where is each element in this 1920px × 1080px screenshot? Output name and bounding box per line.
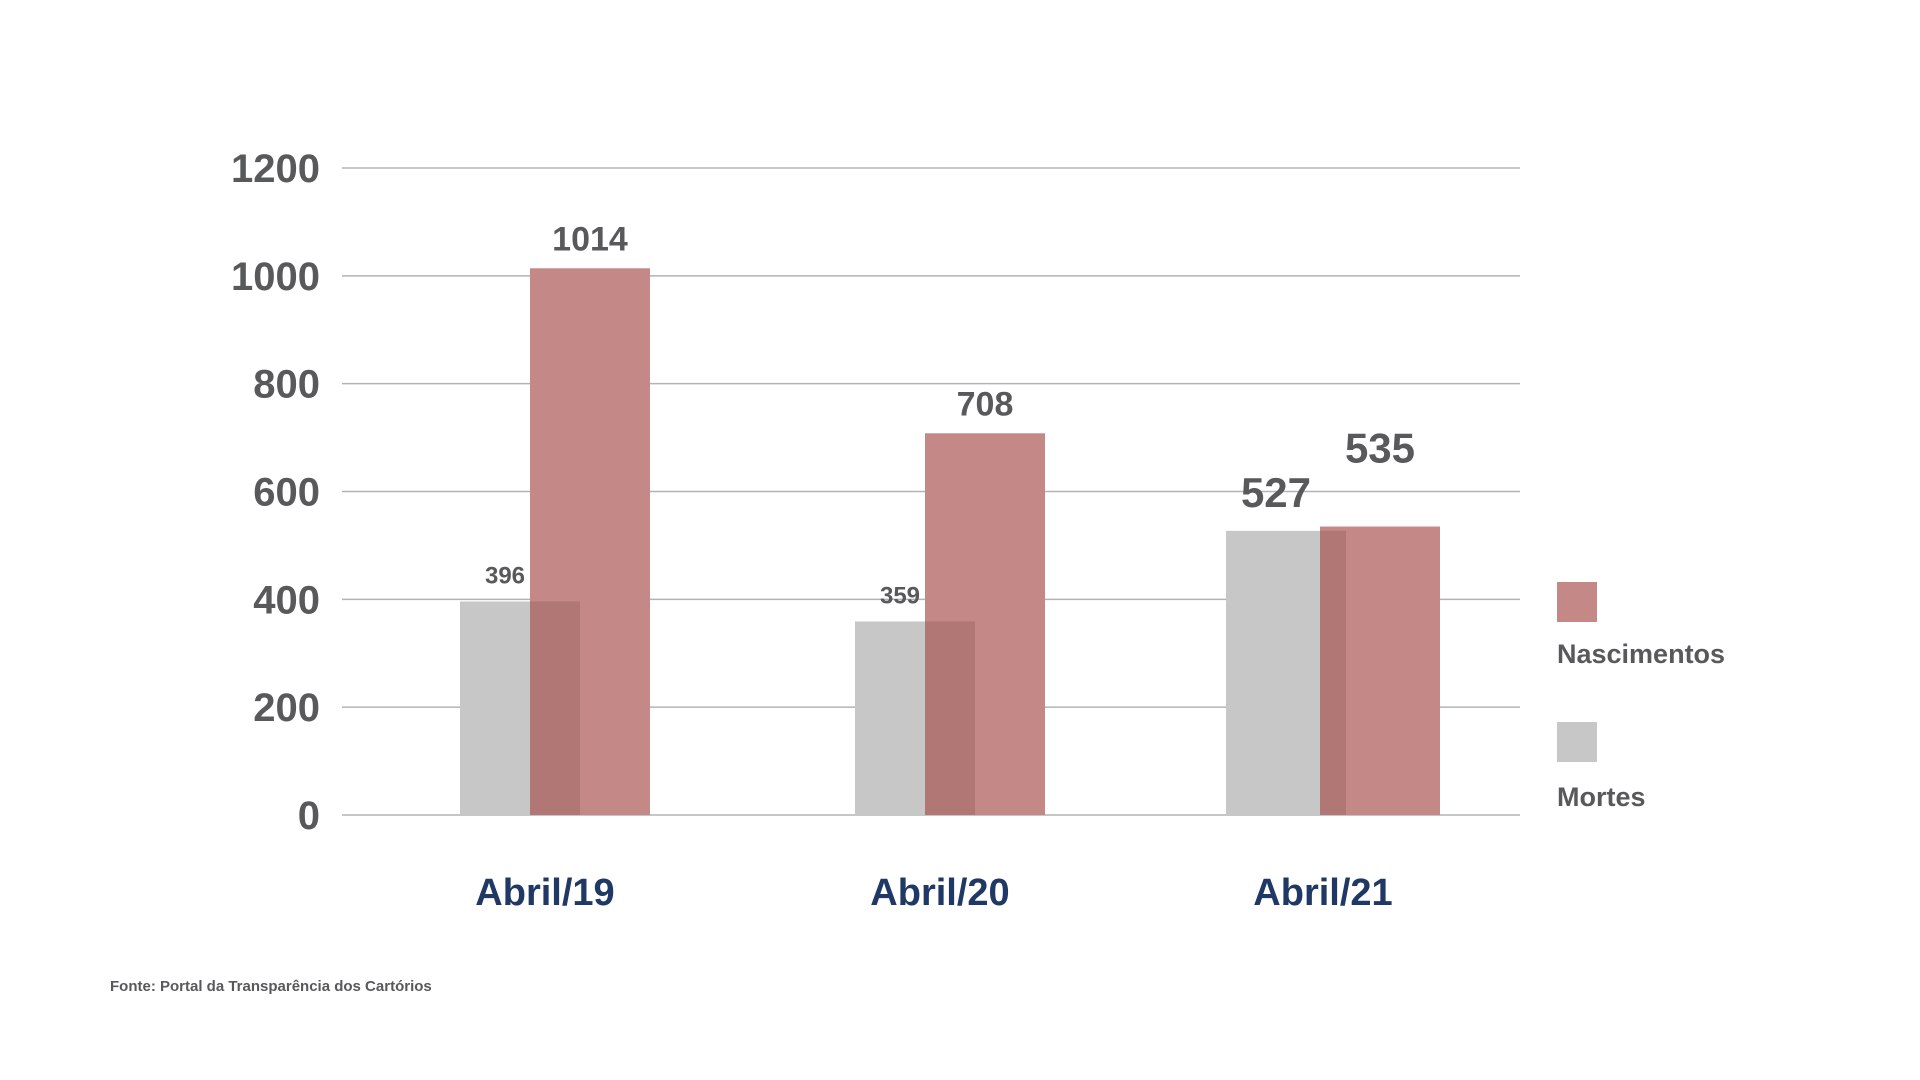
legend-label: Nascimentos (1557, 639, 1725, 669)
y-tick-label: 400 (253, 578, 320, 622)
y-tick-label: 1000 (231, 255, 320, 299)
x-category-label: Abril/21 (1253, 872, 1392, 914)
y-tick-label: 800 (253, 363, 320, 407)
bar-overlap (1320, 530, 1346, 815)
x-category-label: Abril/20 (870, 872, 1009, 914)
y-tick-label: 0 (298, 794, 320, 838)
data-label-nascimentos: 535 (1345, 425, 1415, 472)
x-axis-categories: Abril/19 Abril/20 Abril/21 (475, 872, 1392, 914)
legend-swatch (1557, 722, 1597, 762)
data-label-mortes: 396 (485, 562, 525, 589)
y-tick-label: 200 (253, 686, 320, 730)
legend: Nascimentos Mortes (1557, 582, 1725, 812)
data-label-mortes: 359 (880, 582, 920, 609)
source-note: Fonte: Portal da Transparência dos Cartó… (110, 978, 432, 995)
legend-swatch (1557, 582, 1597, 622)
bars (460, 268, 1440, 815)
bar-overlap (925, 621, 975, 815)
y-tick-label: 1200 (231, 147, 320, 191)
y-tick-label: 600 (253, 471, 320, 515)
data-label-mortes: 527 (1241, 469, 1311, 516)
legend-label: Mortes (1557, 782, 1646, 812)
x-category-label: Abril/19 (475, 872, 614, 914)
data-labels: 396 1014 359 708 527 535 (485, 220, 1415, 609)
bar-overlap (530, 601, 580, 815)
y-axis-ticks: 0 200 400 600 800 1000 1200 (231, 147, 320, 838)
data-label-nascimentos: 708 (957, 385, 1014, 423)
data-label-nascimentos: 1014 (552, 220, 628, 258)
